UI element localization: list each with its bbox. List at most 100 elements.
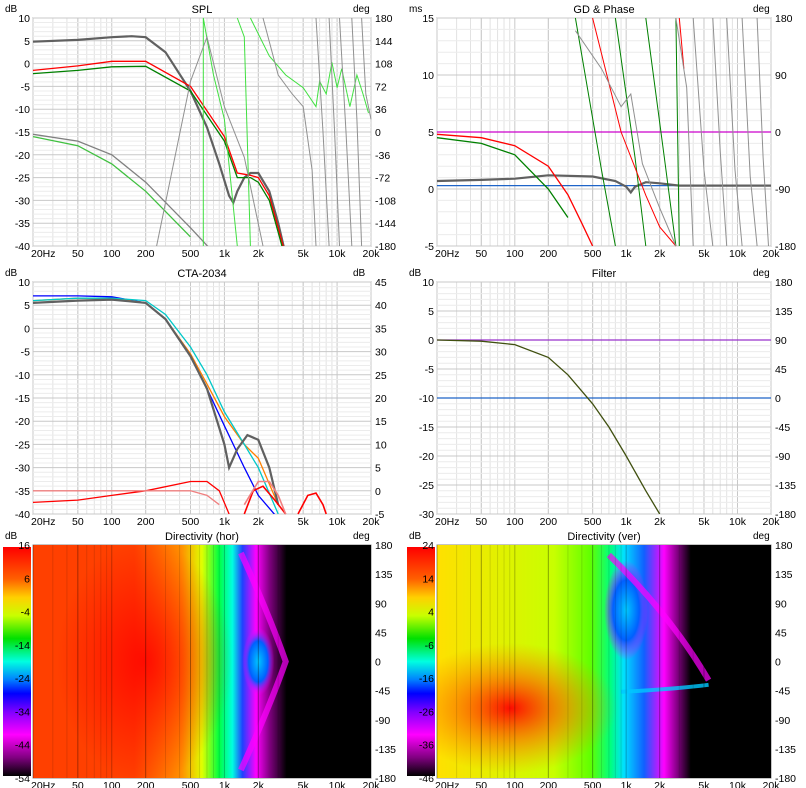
phase-segment — [156, 35, 264, 247]
phase-segment — [202, 17, 238, 247]
phase-segment — [351, 17, 363, 247]
y2-tick-label: -135 — [375, 744, 396, 756]
y-tick-label: 4 — [428, 607, 434, 619]
x-tick-label: 1k — [621, 780, 633, 788]
y-tick-label: -20 — [419, 451, 434, 463]
phase-segment — [678, 17, 685, 69]
x-tick-label: 10k — [329, 780, 347, 788]
y2-tick-label: 0 — [375, 657, 381, 669]
x-tick-label: 500 — [584, 248, 602, 260]
y-tick-label: 5 — [428, 306, 434, 318]
y-tick-label: 0 — [24, 59, 30, 71]
y2-tick-label: -135 — [775, 744, 796, 756]
series-group — [33, 35, 285, 246]
y-tick-label: 0 — [428, 335, 434, 347]
y2-tick-label: 45 — [375, 277, 387, 289]
y2-tick-label: -144 — [375, 218, 396, 230]
right-unit-label: deg — [753, 4, 770, 15]
di-segment — [297, 492, 327, 515]
y2-tick-label: -135 — [775, 480, 796, 492]
y2-tick-label: -90 — [375, 715, 390, 727]
series-line-4 — [33, 133, 209, 246]
x-tick-label: 500 — [584, 516, 602, 528]
panel-title: Directivity (hor) — [165, 531, 239, 543]
y-tick-label: -5 — [425, 241, 434, 253]
x-tick-label: 500 — [584, 780, 602, 788]
y2-tick-label: -45 — [775, 686, 790, 698]
phase-segment — [675, 17, 694, 247]
y-tick-label: -35 — [15, 218, 30, 230]
y2-tick-label: 15 — [375, 416, 387, 428]
phase-traces — [156, 17, 372, 247]
x-tick-label: 1k — [621, 248, 633, 260]
phase-segment — [741, 17, 758, 247]
y-tick-label: 10 — [422, 277, 434, 289]
y-tick-label: -40 — [15, 241, 30, 253]
y-tick-label: -5 — [21, 81, 30, 93]
y2-tick-label: 72 — [375, 81, 387, 93]
y-tick-label: 5 — [24, 36, 30, 48]
right-unit-label: deg — [753, 268, 770, 279]
x-tick-label: 10k — [729, 516, 747, 528]
y-tick-label: -10 — [15, 104, 30, 116]
x-tick-label: 50 — [72, 516, 84, 528]
y-tick-label: -24 — [15, 673, 30, 685]
y-tick-label: -14 — [15, 640, 30, 652]
panel-6: Directivity (ver) dB deg 24 14 4 -6 -16 -26 -36 -4… — [407, 531, 796, 788]
y-tick-label: 5 — [428, 127, 434, 139]
y2-tick-label: 90 — [775, 70, 787, 82]
y2-tick-label: 180 — [375, 13, 393, 25]
x-tick-label: 2k — [654, 516, 666, 528]
y2-tick-label: 25 — [375, 370, 387, 382]
x-tick-label: 200 — [540, 516, 558, 528]
y2-tick-label: -90 — [775, 184, 790, 196]
x-tick-label: 5k — [298, 780, 310, 788]
left-unit-label: dB — [5, 531, 18, 542]
phase-segment — [339, 17, 353, 247]
x-tick-label: 20Hz — [435, 780, 460, 788]
y2-tick-label: 0 — [775, 127, 781, 139]
colorbar — [407, 547, 435, 776]
y-tick-label: -4 — [21, 607, 30, 619]
y2-tick-label: -45 — [775, 422, 790, 434]
series-line-5 — [33, 480, 230, 514]
x-tick-label: 1k — [219, 248, 231, 260]
series-line-1 — [33, 35, 285, 246]
y2-tick-label: 135 — [775, 569, 793, 581]
series-line-2 — [33, 60, 284, 246]
y2-tick-label: 10 — [375, 439, 387, 451]
y2-tick-label: 180 — [775, 13, 793, 25]
y2-tick-label: 5 — [375, 463, 381, 475]
y2-tick-label: 90 — [375, 598, 387, 610]
y-tick-label: 24 — [422, 540, 434, 552]
heatmap-edge — [606, 552, 712, 682]
left-unit-label: dB — [5, 268, 18, 279]
y2-tick-label: 0 — [375, 486, 381, 498]
y-tick-label: -44 — [15, 740, 30, 752]
x-tick-label: 20Hz — [31, 780, 56, 788]
x-tick-label: 500 — [182, 248, 200, 260]
phase-segment — [262, 17, 317, 247]
y-tick-label: 16 — [18, 540, 30, 552]
x-tick-label: 5k — [298, 516, 310, 528]
panel-title: CTA-2034 — [177, 268, 226, 280]
phase-segment — [315, 17, 330, 247]
y2-tick-label: -180 — [775, 773, 796, 785]
x-tick-label: 10k — [329, 248, 347, 260]
heatmap-edge — [238, 551, 289, 772]
x-tick-label: 200 — [540, 248, 558, 260]
left-unit-label: dB — [409, 268, 422, 279]
x-tick-label: 1k — [219, 780, 231, 788]
y-tick-label: -15 — [419, 422, 434, 434]
x-tick-label: 50 — [475, 516, 487, 528]
series-line-4 — [33, 298, 280, 505]
x-tick-label: 5k — [698, 780, 710, 788]
x-tick-label: 20k — [363, 516, 381, 528]
y-tick-label: -40 — [15, 509, 30, 521]
y2-tick-label: -36 — [375, 150, 390, 162]
y-tick-label: -30 — [15, 195, 30, 207]
y-tick-label: 5 — [24, 300, 30, 312]
